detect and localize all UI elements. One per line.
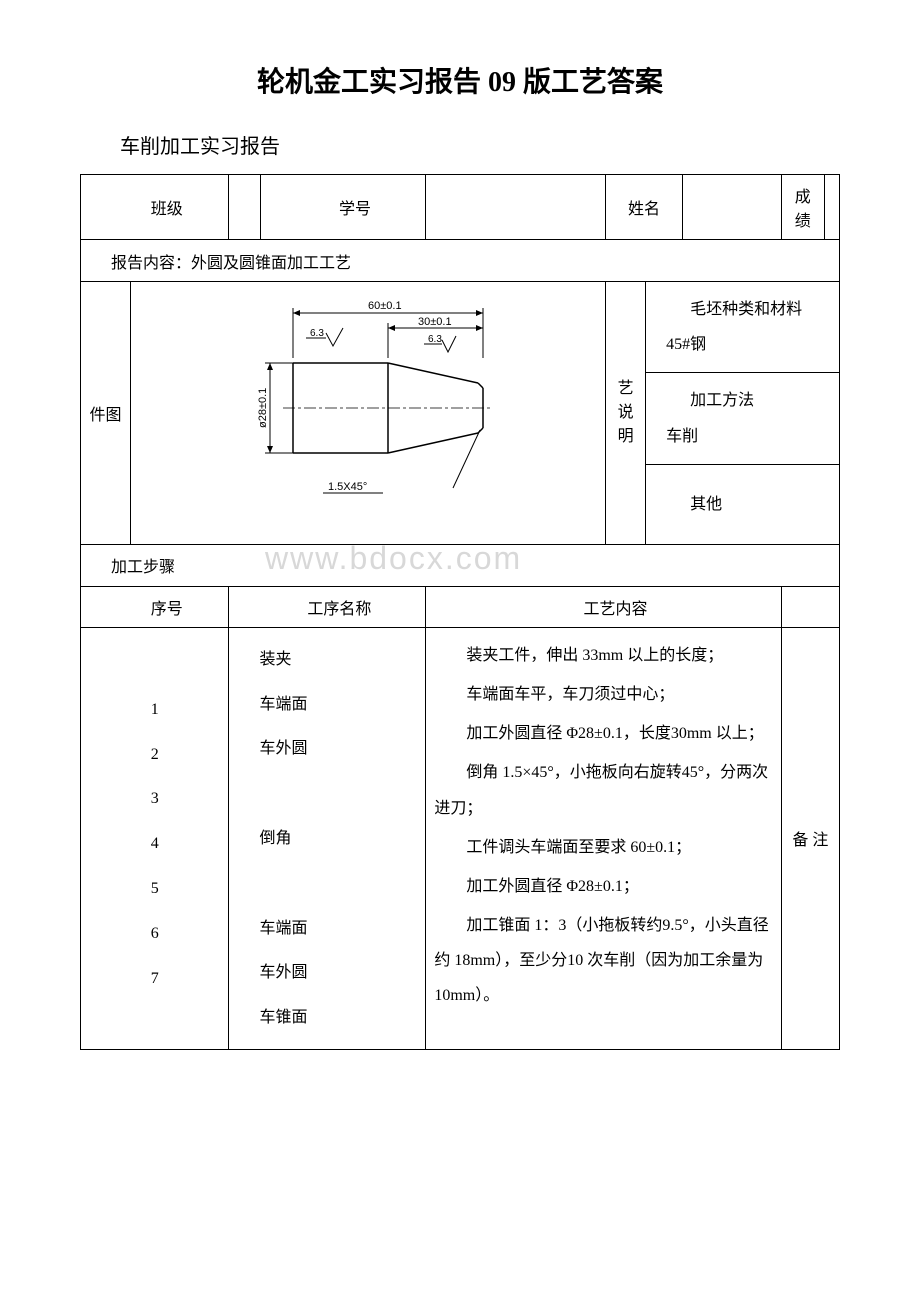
dim-diameter: ø28±0.1 bbox=[257, 388, 269, 428]
report-content-row: 报告内容：外圆及圆锥面加工工艺 bbox=[81, 240, 840, 282]
seq-header: 序号 bbox=[81, 586, 229, 627]
yi-label: 艺说明 bbox=[606, 282, 646, 545]
proc-name-6: 车外圆 bbox=[235, 951, 419, 996]
report-subtitle: 车削加工实习报告 bbox=[80, 130, 840, 159]
drawing-spec-row-1: 件图 60±0.1 30±0.1 6.3 bbox=[81, 282, 840, 373]
page-title: 轮机金工实习报告 09 版工艺答案 bbox=[80, 60, 840, 100]
proc-name-4: 倒角 bbox=[235, 817, 419, 862]
proc-name-blank1 bbox=[235, 772, 419, 817]
report-content-label: 报告内容：外圆及圆锥面加工工艺 bbox=[81, 240, 840, 282]
student-id-label: 学号 bbox=[260, 175, 426, 240]
surface-finish-left: 6.3 bbox=[310, 328, 324, 339]
proc-name-2: 车端面 bbox=[235, 683, 419, 728]
seq-5: 5 bbox=[87, 867, 222, 912]
seq-6: 6 bbox=[87, 912, 222, 957]
proc-name-blank2 bbox=[235, 862, 419, 907]
remark-header-empty bbox=[781, 586, 839, 627]
proc-name-7: 车锥面 bbox=[235, 996, 419, 1041]
name-label: 姓名 bbox=[606, 175, 683, 240]
student-id-value bbox=[426, 175, 606, 240]
part-diagram-label: 件图 bbox=[81, 282, 131, 545]
watermark-text: www.bdocx.com bbox=[241, 540, 522, 577]
drawing-cell: 60±0.1 30±0.1 6.3 6.3 bbox=[131, 282, 606, 545]
other-cell: 其他 bbox=[646, 464, 840, 544]
grade-label: 成绩 bbox=[781, 175, 824, 240]
process-data-row: 1 2 3 4 5 6 7 装夹 车端面 车外圆 倒角 车端面 车外圆 车锥面 … bbox=[81, 627, 840, 1049]
class-value bbox=[229, 175, 260, 240]
steps-label-text: 加工步骤 bbox=[111, 559, 175, 576]
method-cell: 加工方法 车削 bbox=[646, 373, 840, 464]
remark-cell: 备 注 bbox=[781, 627, 839, 1049]
steps-header-row: 加工步骤 www.bdocx.com bbox=[81, 544, 840, 586]
class-label: 班级 bbox=[81, 175, 229, 240]
proc-name-header: 工序名称 bbox=[229, 586, 426, 627]
other-label: 其他 bbox=[666, 487, 819, 522]
steps-label: 加工步骤 www.bdocx.com bbox=[81, 544, 840, 586]
proc-name-3: 车外圆 bbox=[235, 727, 419, 772]
part-drawing: 60±0.1 30±0.1 6.3 6.3 bbox=[218, 298, 518, 528]
header-row: 班级 学号 姓名 成绩 bbox=[81, 175, 840, 240]
content-4: 倒角 1.5×45°，小拖板向右旋转45°，分两次进刀； bbox=[434, 755, 772, 825]
proc-name-5: 车端面 bbox=[235, 907, 419, 952]
method-label: 加工方法 bbox=[666, 383, 819, 418]
seq-7: 7 bbox=[87, 957, 222, 1002]
method-value: 车削 bbox=[666, 419, 819, 454]
surface-finish-right: 6.3 bbox=[428, 334, 442, 345]
process-content-cell: 装夹工件，伸出 33mm 以上的长度； 车端面车平，车刀须过中心； 加工外圆直径… bbox=[426, 627, 781, 1049]
seq-4: 4 bbox=[87, 822, 222, 867]
material-label: 毛坯种类和材料 bbox=[666, 292, 819, 327]
proc-content-header: 工艺内容 bbox=[426, 586, 781, 627]
dim-right-length: 30±0.1 bbox=[418, 316, 452, 328]
content-6: 加工外圆直径 Φ28±0.1； bbox=[434, 869, 772, 904]
seq-3: 3 bbox=[87, 777, 222, 822]
report-table: 班级 学号 姓名 成绩 报告内容：外圆及圆锥面加工工艺 件图 60±0.1 bbox=[80, 174, 840, 1050]
column-header-row: 序号 工序名称 工艺内容 bbox=[81, 586, 840, 627]
material-value: 45#钢 bbox=[666, 327, 819, 362]
name-value bbox=[682, 175, 781, 240]
grade-value bbox=[824, 175, 839, 240]
content-2: 车端面车平，车刀须过中心； bbox=[434, 677, 772, 712]
sequence-cell: 1 2 3 4 5 6 7 bbox=[81, 627, 229, 1049]
material-cell: 毛坯种类和材料 45#钢 bbox=[646, 282, 840, 373]
seq-1: 1 bbox=[87, 688, 222, 733]
seq-2: 2 bbox=[87, 733, 222, 778]
content-3: 加工外圆直径 Φ28±0.1，长度30mm 以上； bbox=[434, 716, 772, 751]
content-5: 工件调头车端面至要求 60±0.1； bbox=[434, 830, 772, 865]
chamfer-label: 1.5X45° bbox=[328, 481, 367, 493]
proc-name-1: 装夹 bbox=[235, 638, 419, 683]
content-7: 加工锥面 1：3（小拖板转约9.5°，小头直径约 18mm），至少分10 次车削… bbox=[434, 908, 772, 1014]
dim-total-length: 60±0.1 bbox=[368, 300, 402, 312]
content-1: 装夹工件，伸出 33mm 以上的长度； bbox=[434, 638, 772, 673]
process-name-cell: 装夹 车端面 车外圆 倒角 车端面 车外圆 车锥面 bbox=[229, 627, 426, 1049]
